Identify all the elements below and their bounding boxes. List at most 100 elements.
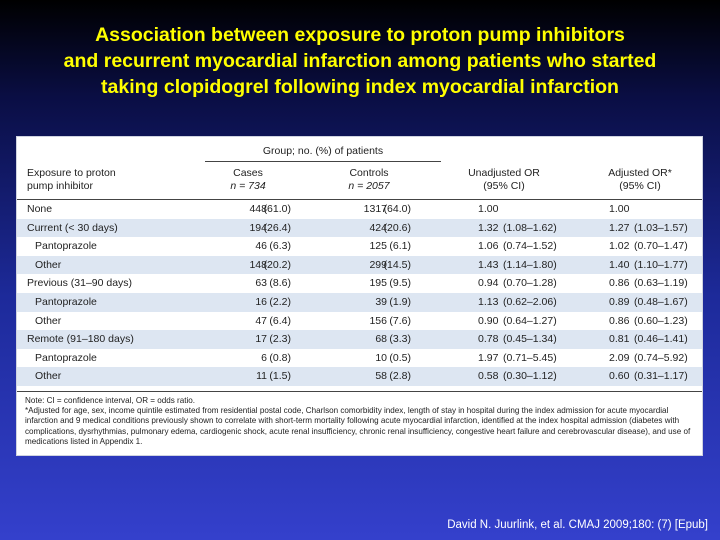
cases-count-cell: 194 [249, 221, 267, 234]
table-row: Pantoprazole 16 (2.2) 39 (1.9) 1.13 (0.62–2.06… [17, 292, 702, 312]
controls-percent-cell: (7.6) [389, 314, 411, 327]
adjusted-ci-cell: (0.70–1.47) [634, 240, 688, 253]
cases-header-line-1: Cases [233, 167, 263, 179]
controls-percent-cell: (2.8) [389, 370, 411, 383]
controls-count-cell: 424 [369, 221, 387, 234]
table-row: None 448 (61.0) 1317 (64.0) 1.00 1.00 [17, 200, 702, 219]
exposure-cell: Other [35, 370, 62, 383]
controls-count-cell: 125 [369, 240, 387, 253]
exposure-cell: Other [35, 258, 62, 271]
exposure-cell: Remote (91–180 days) [27, 333, 134, 346]
cases-count-cell: 63 [255, 277, 267, 290]
adjusted-ci-cell: (0.74–5.92) [634, 351, 688, 364]
cases-count-cell: 46 [255, 240, 267, 253]
cases-header-line-2: n = 734 [230, 180, 266, 192]
cases-percent-cell: (6.4) [269, 314, 291, 327]
controls-count-cell: 58 [375, 370, 387, 383]
slide-title-line-1: Association between exposure to proton p… [95, 24, 625, 46]
exposure-cell: None [27, 203, 53, 215]
unadjusted-or-cell: 0.90 [478, 314, 499, 327]
exposure-cell: Pantoprazole [35, 240, 97, 253]
group-header: Group; no. (%) of patients [205, 145, 441, 162]
unadjusted-or-cell: 1.97 [478, 351, 499, 364]
adjusted-or-cell: 2.09 [609, 351, 630, 364]
unadjusted-or-cell: 1.43 [478, 258, 499, 271]
adjusted-or-cell: 1.00 [609, 203, 630, 215]
adjusted-ci-cell: (0.63–1.19) [634, 277, 688, 290]
controls-percent-cell: (1.9) [389, 295, 411, 308]
controls-header-line-1: Controls [349, 167, 389, 179]
adjusted-or-cell: 0.60 [609, 370, 630, 383]
unadjusted-or-cell: 1.13 [478, 295, 499, 308]
table-row: Pantoprazole 6 (0.8) 10 (0.5) 1.97 (0.71–5.45)… [17, 349, 702, 368]
controls-percent-cell: (3.3) [389, 333, 411, 346]
exposure-cell: Previous (31–90 days) [27, 277, 133, 290]
cases-count-cell: 17 [255, 333, 267, 346]
table-row: Other 11 (1.5) 58 (2.8) 0.58 (0.30–1.12) 0.60 (0… [17, 367, 702, 386]
adjusted-or-cell: 1.40 [609, 258, 630, 271]
unadjusted-ci-cell: (0.30–1.12) [503, 370, 557, 383]
cases-count-cell: 448 [249, 203, 267, 215]
table-row: Current (< 30 days) 194 (26.4) 424 (20.6) 1.3… [17, 218, 702, 238]
controls-percent-cell: (64.0) [383, 203, 411, 215]
cases-percent-cell: (2.2) [269, 295, 291, 308]
table-row: Other 148 (20.2) 299 (14.5) 1.43 (1.14–1.80) 1.… [17, 255, 702, 275]
table-row: Previous (31–90 days) 63 (8.6) 195 (9.5) 0.94… [17, 274, 702, 293]
cases-count-cell: 148 [249, 258, 267, 271]
adjusted-or-cell: 0.86 [609, 277, 630, 290]
slide-title: Association between exposure to proton p… [0, 22, 720, 100]
controls-percent-cell: (20.6) [383, 221, 411, 234]
odds-ratio-table: Group; no. (%) of patients Exposure to p… [16, 136, 703, 456]
unadjusted-header-line-1: Unadjusted OR [468, 167, 540, 179]
unadjusted-or-cell: 0.58 [478, 370, 499, 383]
adjusted-ci-cell: (0.31–1.17) [634, 370, 688, 383]
exposure-cell: Current (< 30 days) [27, 221, 118, 234]
table-notes: Note: CI = confidence interval, OR = odd… [25, 396, 697, 447]
exposure-cell: Pantoprazole [35, 351, 97, 364]
table-row: Pantoprazole 46 (6.3) 125 (6.1) 1.06 (0.74–1.5… [17, 237, 702, 256]
adjusted-ci-cell: (1.10–1.77) [634, 258, 688, 271]
controls-header-line-2: n = 2057 [348, 180, 390, 192]
controls-count-cell: 68 [375, 333, 387, 346]
exposure-header-line-2: pump inhibitor [27, 180, 93, 192]
controls-count-cell: 195 [369, 277, 387, 290]
header-divider [17, 199, 702, 200]
slide-title-line-2: and recurrent myocardial infarction amon… [63, 50, 657, 72]
controls-count-cell: 10 [375, 351, 387, 364]
cases-count-cell: 6 [261, 351, 267, 364]
unadjusted-or-cell: 1.00 [478, 203, 499, 215]
unadjusted-ci-cell: (0.64–1.27) [503, 314, 557, 327]
table-row: Remote (91–180 days) 17 (2.3) 68 (3.3) 0.78 (0… [17, 330, 702, 349]
unadjusted-or-column-header: Unadjusted OR (95% CI) [449, 167, 559, 193]
exposure-cell: Pantoprazole [35, 295, 97, 308]
controls-count-cell: 39 [375, 295, 387, 308]
unadjusted-header-line-2: (95% CI) [483, 180, 525, 192]
controls-column-header: Controls n = 2057 [329, 167, 409, 193]
unadjusted-ci-cell: (0.70–1.28) [503, 277, 557, 290]
cases-percent-cell: (20.2) [263, 258, 291, 271]
adjusted-or-cell: 0.89 [609, 295, 630, 308]
unadjusted-ci-cell: (1.08–1.62) [503, 221, 557, 234]
unadjusted-ci-cell: (1.14–1.80) [503, 258, 557, 271]
controls-count-cell: 299 [369, 258, 387, 271]
adjusted-ci-cell: (0.46–1.41) [634, 333, 688, 346]
cases-count-cell: 47 [255, 314, 267, 327]
note-adjustment: *Adjusted for age, sex, income quintile … [25, 406, 691, 446]
adjusted-ci-cell: (0.48–1.67) [634, 295, 688, 308]
note-abbreviations: Note: CI = confidence interval, OR = odd… [25, 396, 196, 405]
unadjusted-ci-cell: (0.71–5.45) [503, 351, 557, 364]
adjusted-ci-cell: (0.60–1.23) [634, 314, 688, 327]
table-body: None 448 (61.0) 1317 (64.0) 1.00 1.00 Current (… [17, 200, 702, 386]
footer-divider [17, 391, 702, 392]
controls-percent-cell: (14.5) [383, 258, 411, 271]
cases-percent-cell: (2.3) [269, 333, 291, 346]
adjusted-ci-cell: (1.03–1.57) [634, 221, 688, 234]
cases-count-cell: 16 [255, 295, 267, 308]
controls-percent-cell: (9.5) [389, 277, 411, 290]
controls-count-cell: 1317 [363, 203, 387, 215]
cases-percent-cell: (0.8) [269, 351, 291, 364]
unadjusted-ci-cell: (0.74–1.52) [503, 240, 557, 253]
controls-count-cell: 156 [369, 314, 387, 327]
adjusted-or-column-header: Adjusted OR* (95% CI) [585, 167, 695, 193]
cases-column-header: Cases n = 734 [213, 167, 283, 193]
